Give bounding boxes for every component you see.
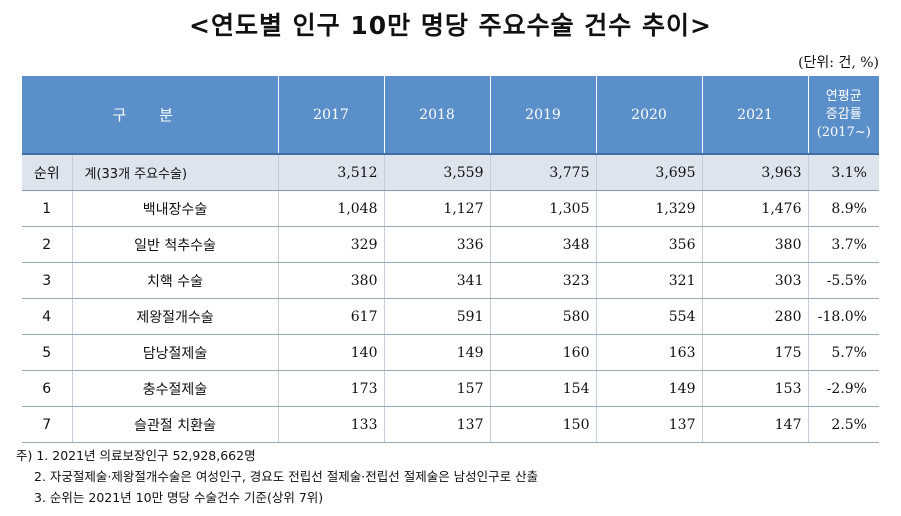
unit-label: (단위: 건, %) xyxy=(798,55,879,71)
value-cell: 175 xyxy=(702,334,809,371)
header-year: 2021 xyxy=(702,76,809,155)
value-cell: 591 xyxy=(384,298,491,335)
table-row: 7 슬관절 치환술 133 137 150 137 147 2.5% xyxy=(22,406,879,443)
value-cell: 153 xyxy=(702,370,809,407)
value-cell: 1,476 xyxy=(702,190,809,227)
value-cell: 137 xyxy=(596,406,703,443)
total-row: 순위 계(33개 주요수술) 3,512 3,559 3,775 3,695 3… xyxy=(22,154,879,191)
value-cell: 329 xyxy=(278,226,385,263)
table-row: 6 충수절제술 173 157 154 149 153 -2.9% xyxy=(22,370,879,407)
value-cell: 147 xyxy=(702,406,809,443)
value-cell: 356 xyxy=(596,226,703,263)
header-row: 구 분 2017 2018 2019 2020 2021 연평균 증감률 (20… xyxy=(22,76,879,155)
rank-cell: 2 xyxy=(22,226,73,263)
value-cell: 323 xyxy=(490,262,597,299)
value-cell: 341 xyxy=(384,262,491,299)
surgery-name-cell: 충수절제술 xyxy=(72,370,279,407)
value-cell: 3,559 xyxy=(384,154,491,191)
rate-cell: 5.7% xyxy=(808,334,879,371)
table-row: 3 치핵 수술 380 341 323 321 303 -5.5% xyxy=(22,262,879,299)
value-cell: 133 xyxy=(278,406,385,443)
value-cell: 3,775 xyxy=(490,154,597,191)
rate-cell: 8.9% xyxy=(808,190,879,227)
header-growth-rate: 연평균 증감률 (2017~) xyxy=(808,76,879,155)
value-cell: 1,329 xyxy=(596,190,703,227)
value-cell: 173 xyxy=(278,370,385,407)
rate-cell: -18.0% xyxy=(808,298,879,335)
header-year: 2017 xyxy=(278,76,385,155)
header-year: 2018 xyxy=(384,76,491,155)
value-cell: 149 xyxy=(384,334,491,371)
footnotes: 주) 1. 2021년 의료보장인구 52,928,662명 2. 자궁절제술·… xyxy=(16,445,538,508)
value-cell: 1,048 xyxy=(278,190,385,227)
value-cell: 348 xyxy=(490,226,597,263)
total-name-cell: 계(33개 주요수술) xyxy=(72,154,279,191)
rate-cell: -2.9% xyxy=(808,370,879,407)
rate-cell: 3.1% xyxy=(808,154,879,191)
table-row: 1 백내장수술 1,048 1,127 1,305 1,329 1,476 8.9% xyxy=(22,190,879,227)
header-year: 2020 xyxy=(596,76,703,155)
surgery-name-cell: 제왕절개수술 xyxy=(72,298,279,335)
surgery-name-cell: 일반 척추수술 xyxy=(72,226,279,263)
value-cell: 3,695 xyxy=(596,154,703,191)
growth-label-line: 증감률 xyxy=(825,106,862,122)
value-cell: 3,963 xyxy=(702,154,809,191)
rank-cell: 3 xyxy=(22,262,73,299)
value-cell: 336 xyxy=(384,226,491,263)
footnote: 주) 1. 2021년 의료보장인구 52,928,662명 xyxy=(16,448,256,463)
value-cell: 580 xyxy=(490,298,597,335)
value-cell: 140 xyxy=(278,334,385,371)
rank-cell: 6 xyxy=(22,370,73,407)
value-cell: 137 xyxy=(384,406,491,443)
value-cell: 1,127 xyxy=(384,190,491,227)
value-cell: 149 xyxy=(596,370,703,407)
value-cell: 617 xyxy=(278,298,385,335)
rate-cell: 3.7% xyxy=(808,226,879,263)
rank-cell: 5 xyxy=(22,334,73,371)
surgery-name-cell: 치핵 수술 xyxy=(72,262,279,299)
rank-cell: 1 xyxy=(22,190,73,227)
value-cell: 163 xyxy=(596,334,703,371)
footnote: 2. 자궁절제술·제왕절개수술은 여성인구, 경요도 전립선 절제술·전립선 절… xyxy=(34,469,539,484)
header-category: 구 분 xyxy=(22,76,279,155)
rate-cell: 2.5% xyxy=(808,406,879,443)
value-cell: 160 xyxy=(490,334,597,371)
table-row: 4 제왕절개수술 617 591 580 554 280 -18.0% xyxy=(22,298,879,335)
surgery-name-cell: 담낭절제술 xyxy=(72,334,279,371)
header-year: 2019 xyxy=(490,76,597,155)
rank-cell: 4 xyxy=(22,298,73,335)
rank-cell: 7 xyxy=(22,406,73,443)
growth-label-line: 연평균 xyxy=(825,88,862,104)
value-cell: 154 xyxy=(490,370,597,407)
value-cell: 380 xyxy=(702,226,809,263)
value-cell: 321 xyxy=(596,262,703,299)
value-cell: 157 xyxy=(384,370,491,407)
value-cell: 150 xyxy=(490,406,597,443)
value-cell: 3,512 xyxy=(278,154,385,191)
surgery-name-cell: 백내장수술 xyxy=(72,190,279,227)
footnote: 3. 순위는 2021년 10만 명당 수술건수 기준(상위 7위) xyxy=(34,490,324,505)
surgery-name-cell: 슬관절 치환술 xyxy=(72,406,279,443)
table-row: 5 담낭절제술 140 149 160 163 175 5.7% xyxy=(22,334,879,371)
value-cell: 1,305 xyxy=(490,190,597,227)
rank-header-cell: 순위 xyxy=(22,154,73,191)
surgery-trend-table: 구 분 2017 2018 2019 2020 2021 연평균 증감률 (20… xyxy=(22,76,879,443)
value-cell: 280 xyxy=(702,298,809,335)
value-cell: 380 xyxy=(278,262,385,299)
page-title: <연도별 인구 10만 명당 주요수술 건수 추이> xyxy=(189,11,712,40)
value-cell: 303 xyxy=(702,262,809,299)
table-row: 2 일반 척추수술 329 336 348 356 380 3.7% xyxy=(22,226,879,263)
value-cell: 554 xyxy=(596,298,703,335)
growth-label-line: (2017~) xyxy=(816,124,871,140)
rate-cell: -5.5% xyxy=(808,262,879,299)
